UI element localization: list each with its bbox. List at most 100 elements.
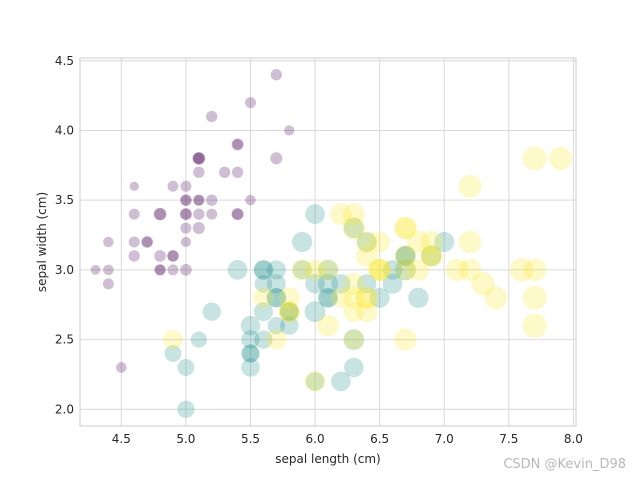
data-point [434,231,455,253]
data-point [420,245,442,267]
data-point [420,230,443,254]
data-point [253,260,274,280]
data-point [254,330,273,349]
data-point [343,287,365,309]
y-tick-label: 4.0 [55,123,74,137]
data-point [342,272,365,295]
data-point [458,230,482,254]
x-axis-label: sepal length (cm) [275,452,380,466]
data-point [317,273,339,294]
data-point [266,274,286,294]
data-point [305,273,325,294]
data-point [116,362,127,373]
data-point [420,245,443,267]
x-tick-label: 7.5 [499,432,518,446]
data-point [128,250,140,262]
data-point [284,125,295,136]
data-point [304,371,326,392]
data-point [279,302,299,322]
data-point [343,301,365,322]
data-point [369,231,391,253]
data-point [343,329,365,350]
x-tick-label: 6.5 [370,432,389,446]
data-point [382,260,403,280]
data-point [103,264,114,276]
data-point [167,180,179,192]
data-point [318,288,338,308]
data-point [317,259,339,281]
data-point [180,208,192,220]
watermark: CSDN @Kevin_D98 [503,457,626,472]
data-point [458,258,482,282]
data-point [241,330,260,349]
data-point [103,236,114,248]
data-point [317,287,339,308]
data-point [407,259,430,281]
data-point [407,230,430,254]
data-point [369,287,390,308]
data-point [343,329,365,350]
data-point [206,110,218,123]
data-point [394,244,417,267]
data-points [90,69,573,418]
plot-frame [79,57,577,427]
data-point [253,287,274,309]
data-point [342,203,365,226]
data-point [254,275,273,293]
data-point [231,208,244,220]
data-point [232,139,243,150]
data-point [245,194,256,206]
data-point [394,216,417,240]
data-point [355,286,378,309]
data-point [163,329,183,350]
data-point [164,345,182,362]
data-point [241,344,260,363]
data-point [344,357,364,378]
data-point [522,313,547,338]
data-point [154,208,166,220]
data-point [240,315,261,336]
data-point [421,245,442,267]
data-point [167,250,179,262]
data-point [180,194,192,207]
y-tick-labels: 2.0 2.5 3.0 3.5 4.0 4.5 [55,54,74,416]
data-point [548,146,573,171]
data-point [280,302,299,321]
data-point [270,69,283,81]
data-point [245,97,256,109]
data-point [193,194,205,206]
data-point [292,231,313,253]
data-point [129,181,139,191]
data-point [141,236,153,248]
data-point [395,245,416,266]
data-point [278,301,300,323]
data-point [394,259,417,281]
data-point [192,151,206,165]
grid-lines [80,58,576,426]
data-point [180,236,191,248]
data-point [180,264,192,276]
data-point [522,146,547,171]
x-tick-label: 7.0 [435,432,454,446]
data-point [202,302,221,321]
x-tick-label: 6.0 [306,432,325,446]
data-point [317,314,339,337]
data-point [279,316,299,335]
data-point [231,208,244,221]
x-tick-label: 5.5 [241,432,260,446]
data-point [193,166,205,178]
data-point [331,371,351,392]
data-point [278,287,300,309]
data-point [356,232,377,252]
data-point [253,302,273,322]
data-point [305,204,325,224]
data-point [304,259,326,281]
data-point [330,203,352,225]
data-point [267,316,286,335]
data-point [266,288,286,308]
data-point [193,194,205,206]
data-point [254,260,273,280]
data-point [395,246,416,266]
data-point [270,152,283,165]
x-tick-label: 5.0 [176,432,195,446]
